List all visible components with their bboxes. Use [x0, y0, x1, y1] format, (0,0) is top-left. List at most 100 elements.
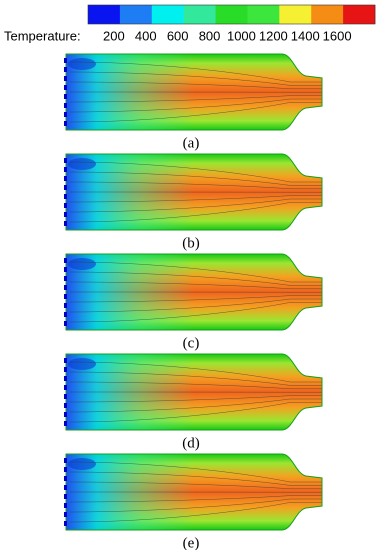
- inlet-slot: [64, 121, 67, 126]
- inlet-slot: [64, 76, 67, 81]
- colorbar-label: Temperature:: [4, 28, 81, 43]
- streamline: [69, 498, 322, 513]
- recirculation-zone: [68, 58, 96, 70]
- inlet-slot: [64, 467, 67, 472]
- inlet-slot: [64, 176, 67, 181]
- inlet-slot: [64, 521, 67, 526]
- nozzle-wall: [65, 453, 323, 531]
- streamline: [69, 381, 322, 390]
- streamline: [69, 395, 322, 403]
- inlet-slot: [64, 367, 67, 372]
- streamline: [69, 271, 322, 286]
- inlet-slot: [64, 458, 67, 463]
- streamline: [69, 195, 322, 203]
- contour-panel: [64, 453, 323, 531]
- inlet-slot: [64, 321, 67, 326]
- nozzle-wall: [65, 353, 323, 431]
- streamline: [69, 171, 322, 186]
- streamline: [69, 81, 322, 90]
- streamline: [69, 61, 322, 83]
- streamline: [69, 302, 322, 323]
- contour-panel: [64, 153, 323, 231]
- streamline: [69, 295, 322, 303]
- streamline: [69, 371, 322, 386]
- colorbar-tick-label: 1600: [323, 28, 352, 43]
- streamline: [69, 502, 322, 523]
- inlet-slot: [64, 512, 67, 517]
- colorbar-swatch: [88, 5, 121, 24]
- colorbar-swatch: [183, 5, 216, 24]
- recirculation-zone: [68, 158, 96, 170]
- inlet-slot: [64, 503, 67, 508]
- streamline: [69, 495, 322, 503]
- nozzle-wall: [65, 53, 323, 131]
- inlet-slot: [64, 58, 67, 63]
- streamline: [69, 481, 322, 490]
- streamline: [69, 281, 322, 290]
- streamline: [69, 398, 322, 413]
- nozzle-wall: [65, 253, 323, 331]
- panel-caption: (e): [183, 535, 200, 550]
- colorbar-swatch: [343, 5, 376, 24]
- recirculation-zone: [68, 458, 96, 470]
- streamline: [69, 98, 322, 113]
- streamline: [69, 71, 322, 86]
- inlet-slot: [64, 194, 67, 199]
- contour-panel: [64, 53, 323, 131]
- colorbar-tick-label: 1200: [259, 28, 288, 43]
- inlet-slot: [64, 221, 67, 226]
- streamline: [69, 461, 322, 483]
- streamline: [69, 202, 322, 223]
- colorbar-swatch: [279, 5, 312, 24]
- panel-caption: (d): [182, 435, 200, 451]
- streamline: [69, 361, 322, 383]
- streamline: [69, 181, 322, 190]
- inlet-slot: [64, 385, 67, 390]
- streamline: [69, 298, 322, 313]
- colorbar-tick-label: 600: [167, 28, 189, 43]
- inlet-slot: [64, 267, 67, 272]
- inlet-slot: [64, 303, 67, 308]
- inlet-slot: [64, 276, 67, 281]
- inlet-slot: [64, 103, 67, 108]
- colorbar-swatch: [151, 5, 184, 24]
- nozzle-wall: [65, 153, 323, 231]
- inlet-slot: [64, 294, 67, 299]
- inlet-slot: [64, 312, 67, 317]
- inlet-slot: [64, 485, 67, 490]
- inlet-slot: [64, 158, 67, 163]
- streamline: [69, 471, 322, 486]
- inlet-slot: [64, 394, 67, 399]
- inlet-slot: [64, 167, 67, 172]
- streamline: [69, 95, 322, 103]
- inlet-slot: [64, 85, 67, 90]
- colorbar-swatch: [215, 5, 248, 24]
- colorbar-tick-label: 1000: [227, 28, 256, 43]
- panel-caption: (b): [182, 235, 200, 251]
- inlet-slot: [64, 358, 67, 363]
- inlet-slot: [64, 476, 67, 481]
- colorbar-tick-label: 400: [135, 28, 157, 43]
- inlet-slot: [64, 494, 67, 499]
- colorbar-tick-label: 200: [103, 28, 125, 43]
- colorbar-tick-label: 800: [199, 28, 221, 43]
- inlet-slot: [64, 112, 67, 117]
- inlet-slot: [64, 421, 67, 426]
- inlet-slot: [64, 285, 67, 290]
- colorbar-tick-label: 1400: [291, 28, 320, 43]
- streamline: [69, 161, 322, 183]
- streamline: [69, 261, 322, 283]
- contour-panel: [64, 253, 323, 331]
- streamline: [69, 402, 322, 423]
- colorbar-frame: [87, 4, 376, 25]
- inlet-slot: [64, 258, 67, 263]
- streamline: [69, 102, 322, 123]
- colorbar-swatch: [311, 5, 344, 24]
- inlet-slot: [64, 203, 67, 208]
- recirculation-zone: [68, 258, 96, 270]
- inlet-slot: [64, 212, 67, 217]
- inlet-slot: [64, 412, 67, 417]
- inlet-slot: [64, 376, 67, 381]
- contour-panel: [64, 353, 323, 431]
